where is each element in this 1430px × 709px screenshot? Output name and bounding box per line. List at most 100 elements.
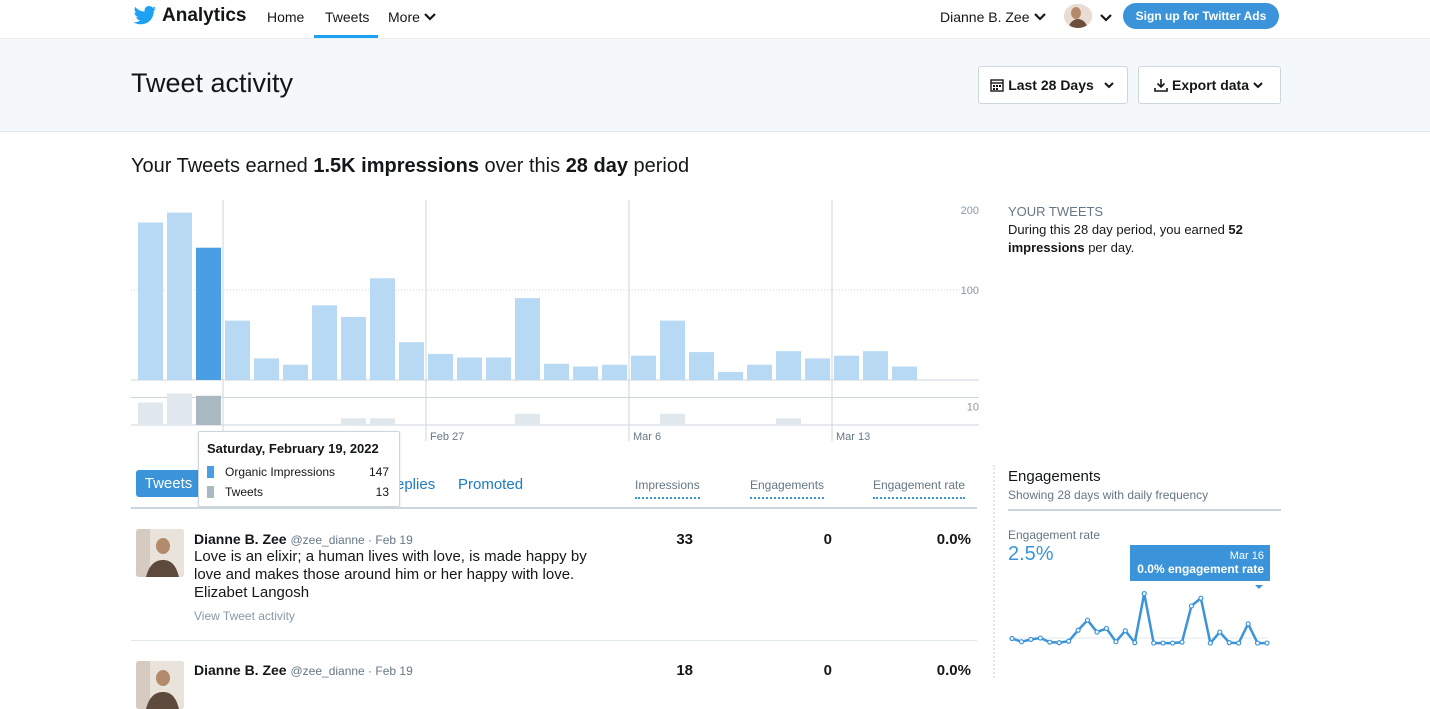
y-tick-label: 100 [961, 285, 979, 297]
sparkline-point [1094, 629, 1100, 635]
summary-middle: over this [478, 155, 566, 177]
impressions-bar [863, 351, 888, 380]
sparkline-point [1217, 629, 1223, 635]
chevron-down-icon [1104, 82, 1114, 89]
y-tick-label: 10 [967, 402, 979, 414]
x-tick-label: Feb 27 [430, 431, 464, 443]
tweets-bar [370, 418, 395, 425]
impressions-bar [196, 247, 221, 380]
view-tweet-activity-link[interactable]: View Tweet activity [194, 609, 295, 623]
sparkline-point [1141, 590, 1147, 597]
tweet-author-name: Dianne B. Zee [194, 662, 287, 678]
impressions-bar [486, 357, 511, 380]
export-data-label: Export data [1171, 77, 1249, 93]
sparkline-point [1113, 639, 1119, 645]
page-title: Tweet activity [131, 68, 294, 98]
tweet-author[interactable]: Dianne B. Zee @zee_dianne · Feb 19 [194, 531, 413, 547]
sparkline-point [1207, 640, 1213, 646]
sparkline-point [1151, 640, 1157, 646]
sparkline-point [1198, 595, 1204, 601]
impressions-bar [254, 358, 279, 380]
row-divider [131, 640, 977, 641]
nav-home[interactable]: Home [267, 9, 305, 25]
tweets-bar [167, 393, 192, 425]
tweet-avatar[interactable] [136, 661, 184, 709]
sparkline-point [1084, 617, 1091, 623]
sparkline-point [1037, 635, 1043, 641]
chevron-down-icon [1033, 13, 1046, 21]
panel-divider [993, 465, 995, 678]
impressions-bar [892, 366, 917, 380]
impressions-bar [138, 222, 163, 380]
impressions-bar [747, 364, 772, 380]
impressions-bar [283, 364, 308, 380]
impressions-bar [776, 351, 801, 380]
date-range-label: Last 28 Days [1008, 77, 1094, 93]
impressions-bar [341, 317, 366, 380]
impressions-summary: Your Tweets earned 1.5K impressions over… [131, 155, 689, 178]
impressions-bar [225, 320, 250, 380]
chevron-down-icon [424, 13, 436, 21]
your-tweets-text: During this 28 day period, you earned 52… [1008, 221, 1288, 257]
twitter-bird-icon [133, 6, 157, 25]
avatar-chevron-down-icon[interactable] [1099, 13, 1113, 23]
sign-up-ads-button[interactable]: Sign up for Twitter Ads [1123, 3, 1279, 29]
tweet-avatar[interactable] [136, 529, 184, 577]
tooltip-row-value: 13 [375, 485, 389, 499]
sparkline-point [1075, 627, 1081, 633]
impressions-bar [718, 371, 743, 380]
impressions-bar [515, 298, 540, 380]
sparkline-point [1056, 640, 1062, 646]
date-range-button[interactable]: Last 28 Days [978, 66, 1128, 104]
export-data-button[interactable]: Export data [1138, 66, 1281, 104]
tooltip-row-value: 147 [368, 465, 389, 479]
tweets-bar [196, 395, 221, 425]
tweet-text: Love is an elixir; a human lives with lo… [194, 548, 587, 601]
sparkline-point [1245, 621, 1251, 627]
your-tweets-label: YOUR TWEETS [1008, 204, 1104, 219]
tooltip-pointer [1255, 585, 1263, 589]
side-text-prefix: During this 28 day period, you earned [1008, 222, 1229, 237]
tab-replies[interactable]: eplies [396, 476, 436, 493]
nav-more[interactable]: More [388, 9, 437, 25]
user-avatar[interactable] [1064, 4, 1092, 28]
tweet-engagement-rate: 0.0% [936, 531, 971, 548]
y-tick-label: 200 [961, 205, 979, 217]
summary-period: 28 day [565, 155, 628, 177]
table-header-divider [131, 507, 977, 509]
engagement-tooltip-date: Mar 16 [1229, 550, 1264, 562]
download-icon [1154, 79, 1168, 92]
column-engagements[interactable]: Engagements [750, 478, 825, 499]
sparkline-point [1122, 628, 1128, 634]
column-engagement-rate[interactable]: Engagement rate [873, 478, 966, 499]
tooltip-row-label: Tweets [225, 485, 264, 499]
column-impressions[interactable]: Impressions [635, 478, 700, 499]
tab-promoted[interactable]: Promoted [458, 476, 524, 493]
impressions-bar [631, 355, 656, 380]
sparkline-point [1018, 639, 1025, 645]
sparkline-point [1236, 640, 1242, 646]
analytics-logo[interactable]: Analytics [133, 5, 246, 27]
impressions-bar [312, 305, 337, 380]
sparkline-point [1066, 638, 1072, 644]
engagement-tooltip-value: 0.0% engagement rate [1137, 562, 1264, 576]
tooltip-row: Organic Impressions 147 [207, 462, 391, 482]
engagement-tooltip: Mar 16 0.0% engagement rate [1130, 545, 1270, 581]
tweets-bar [138, 402, 163, 425]
tab-tweets[interactable]: Tweets [136, 470, 201, 497]
top-nav: Analytics Home Tweets More Dianne B. Zee… [0, 0, 1430, 39]
sparkline-point [1169, 640, 1176, 646]
sparkline-point [1132, 640, 1138, 646]
user-menu[interactable]: Dianne B. Zee [940, 9, 1047, 25]
sparkline-point [1188, 603, 1195, 609]
x-tick-label: Mar 13 [836, 431, 870, 443]
tweet-author[interactable]: Dianne B. Zee @zee_dianne · Feb 19 [194, 662, 413, 678]
your-tweets-summary: YOUR TWEETS During this 28 day period, y… [1008, 203, 1288, 257]
sparkline-point [1179, 639, 1185, 645]
side-value: 52 [1228, 222, 1243, 237]
sparkline-point [1028, 636, 1034, 643]
nav-tweets[interactable]: Tweets [325, 9, 370, 25]
tweets-swatch [207, 486, 214, 498]
impressions-bar [660, 320, 685, 380]
nav-more-label: More [388, 9, 420, 25]
